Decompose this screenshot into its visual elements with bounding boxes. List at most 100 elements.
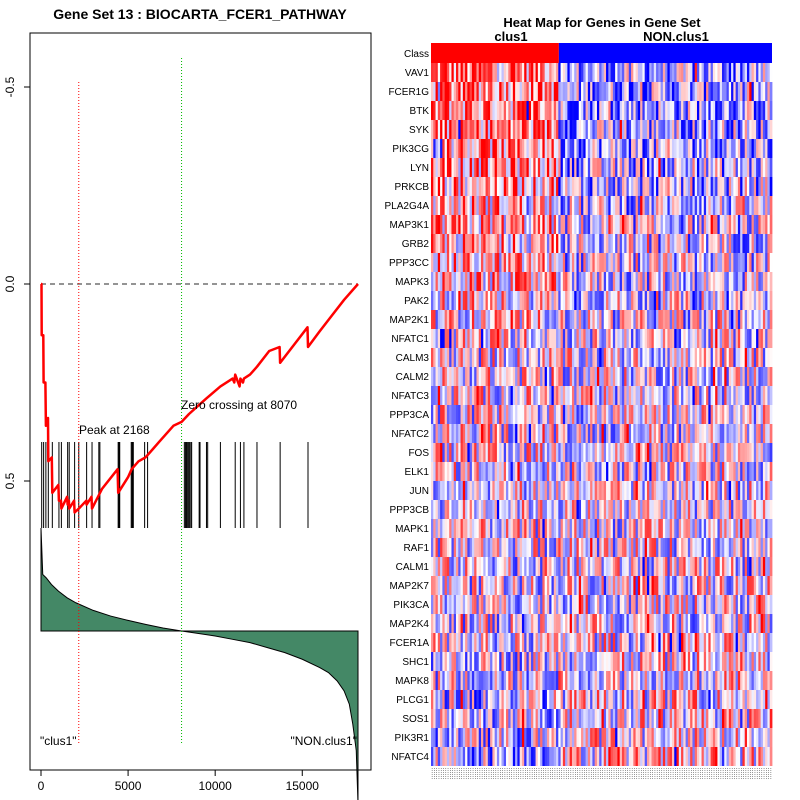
- heatmap-cell: [431, 538, 434, 557]
- heatmap-cell: [710, 633, 714, 652]
- heatmap-cell: [581, 386, 584, 405]
- heatmap-cell: [737, 519, 741, 538]
- heatmap-cell: [687, 215, 691, 234]
- heatmap-cell: [665, 63, 668, 82]
- heatmap-cell: [596, 557, 600, 576]
- heatmap-cell: [724, 253, 727, 272]
- class-group-label-clus1: clus1: [494, 29, 527, 44]
- heatmap-cell: [471, 82, 475, 101]
- heatmap-cell: [581, 272, 584, 291]
- heatmap-cell: [740, 82, 743, 101]
- heatmap-cell: [553, 614, 557, 633]
- heatmap-cell: [494, 215, 498, 234]
- heatmap-cell: [531, 405, 534, 424]
- heatmap-cell: [692, 595, 696, 614]
- heatmap-cell: [660, 367, 664, 386]
- heatmap-cell: [726, 253, 730, 272]
- heatmap-cell: [635, 443, 639, 462]
- heatmap-cell: [521, 614, 525, 633]
- heatmap-cell: [528, 405, 532, 424]
- heatmap-cell: [667, 272, 671, 291]
- heatmap-cell: [474, 291, 477, 310]
- heatmap-cell: [608, 253, 611, 272]
- heatmap-cell: [490, 424, 493, 443]
- heatmap-cell: [526, 462, 530, 481]
- heatmap-cell: [667, 177, 671, 196]
- heatmap-cell: [537, 272, 541, 291]
- heatmap-cell: [462, 139, 466, 158]
- heatmap-cell: [585, 101, 589, 120]
- heatmap-cell: [746, 614, 750, 633]
- heatmap-cell: [444, 253, 448, 272]
- heatmap-cell: [487, 633, 491, 652]
- heatmap-cell: [608, 367, 611, 386]
- heatmap-cell: [665, 139, 668, 158]
- heatmap-cell: [565, 310, 568, 329]
- heatmap-cell: [731, 234, 734, 253]
- heatmap-cell: [481, 595, 484, 614]
- heatmap-cell: [635, 614, 639, 633]
- heatmap-cell: [576, 196, 580, 215]
- heatmap-cell: [676, 538, 680, 557]
- heatmap-cell: [583, 139, 586, 158]
- heatmap-cell: [765, 158, 768, 177]
- heatmap-cell: [615, 671, 618, 690]
- heatmap-cell: [467, 215, 471, 234]
- heatmap-cell: [487, 253, 491, 272]
- heatmap-cell: [719, 633, 723, 652]
- heatmap-cell: [535, 272, 539, 291]
- heatmap-cell: [683, 367, 687, 386]
- heatmap-cell: [694, 329, 698, 348]
- heatmap-cell: [744, 443, 748, 462]
- heatmap-cell: [737, 215, 741, 234]
- heatmap-cell: [442, 196, 446, 215]
- heatmap-cell: [524, 234, 527, 253]
- heatmap-cell: [765, 120, 768, 139]
- heatmap-cell: [767, 196, 771, 215]
- heatmap-cell: [471, 177, 475, 196]
- heatmap-cell: [456, 595, 459, 614]
- heatmap-cell: [492, 557, 496, 576]
- heatmap-cell: [712, 538, 716, 557]
- heatmap-cell: [524, 291, 527, 310]
- heatmap-cell: [731, 139, 734, 158]
- heatmap-cell: [678, 576, 682, 595]
- heatmap-cell: [694, 557, 698, 576]
- heatmap-cell: [735, 424, 739, 443]
- heatmap-cell: [474, 519, 477, 538]
- heatmap-cell: [446, 405, 450, 424]
- heatmap-cell: [453, 272, 457, 291]
- heatmap-cell: [717, 253, 721, 272]
- heatmap-cell: [515, 367, 518, 386]
- heatmap-cell: [608, 405, 611, 424]
- heatmap-cell: [524, 614, 527, 633]
- heatmap-cell: [521, 348, 525, 367]
- heatmap-cell: [515, 63, 518, 82]
- heatmap-cell: [599, 196, 602, 215]
- heatmap-cell: [674, 215, 677, 234]
- heatmap-cell: [578, 633, 582, 652]
- heatmap-cell: [556, 120, 559, 139]
- heatmap-cell: [531, 500, 534, 519]
- heatmap-cell: [510, 519, 514, 538]
- heatmap-cell: [608, 595, 611, 614]
- heatmap-cell: [465, 158, 468, 177]
- heatmap-cell: [708, 329, 712, 348]
- heatmap-cell: [574, 63, 577, 82]
- heatmap-cell: [503, 367, 507, 386]
- heatmap-cell: [701, 215, 705, 234]
- heatmap-cell: [433, 595, 436, 614]
- heatmap-cell: [721, 329, 725, 348]
- heatmap-cell: [476, 557, 480, 576]
- heatmap-cell: [451, 120, 455, 139]
- heatmap-cell: [615, 462, 618, 481]
- heatmap-cell: [599, 424, 602, 443]
- heatmap-cell: [446, 557, 450, 576]
- heatmap-cell: [546, 481, 550, 500]
- heatmap-cell: [656, 671, 659, 690]
- heatmap-cell: [728, 329, 732, 348]
- heatmap-cell: [744, 253, 748, 272]
- heatmap-cell: [465, 291, 468, 310]
- heatmap-cell: [508, 424, 511, 443]
- heatmap-cell: [708, 557, 712, 576]
